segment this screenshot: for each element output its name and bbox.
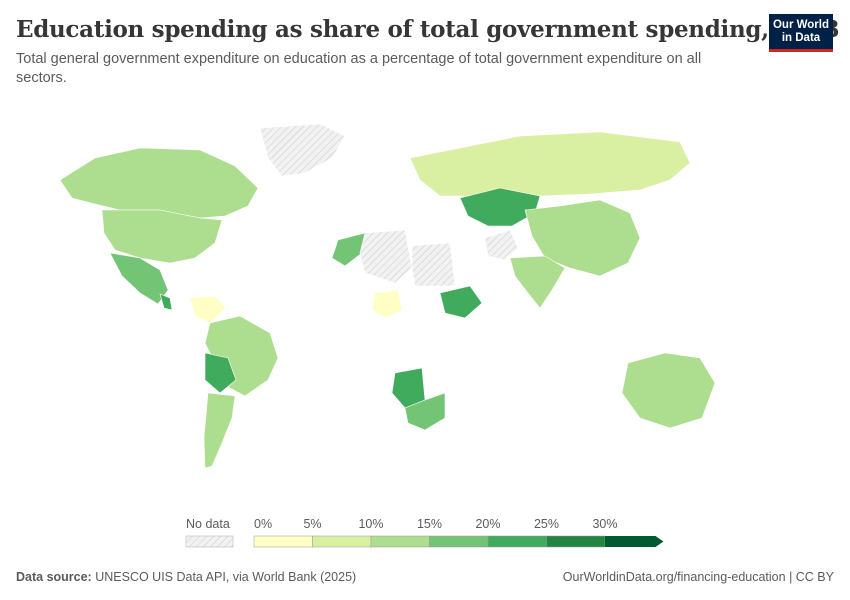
- region-libya[interactable]: Libya: [411, 242, 456, 287]
- region-canada[interactable]: Canada: 11%: [59, 147, 259, 219]
- region-united-states[interactable]: United States: 12%: [101, 209, 223, 264]
- legend-tick-label: 10%: [358, 517, 383, 531]
- owid-logo[interactable]: Our World in Data: [769, 14, 833, 52]
- legend-bin-1: [312, 535, 372, 548]
- region-south-africa[interactable]: South Africa: 18%: [404, 392, 446, 431]
- chart-subtitle: Total general government expenditure on …: [16, 51, 702, 86]
- legend-tick-label: 15%: [417, 517, 442, 531]
- region-kazakhstan[interactable]: Kazakhstan: 21%: [459, 187, 541, 227]
- region-morocco[interactable]: Morocco: 19%: [331, 232, 366, 267]
- legend-tick-label: 25%: [534, 517, 559, 531]
- legend-bin-4: [487, 535, 547, 548]
- logo-line-1: Our World: [772, 19, 829, 31]
- region-argentina[interactable]: Argentina: 12%: [203, 392, 236, 469]
- legend-tick-label: 20%: [475, 517, 500, 531]
- region-australia[interactable]: Australia: 12%: [621, 352, 716, 429]
- legend-bin-6: [605, 536, 664, 547]
- legend-bin-3: [429, 535, 489, 548]
- legend-bin-0: [253, 535, 313, 548]
- region-afghanistan[interactable]: Afghanistan: [484, 229, 519, 261]
- data-source-label: Data source:: [16, 570, 92, 584]
- logo-line-2: in Data: [781, 32, 821, 44]
- legend-bin-5: [546, 535, 606, 548]
- region-venezuela[interactable]: Venezuela: 3%: [189, 295, 227, 324]
- data-source: Data source: UNESCO UIS Data API, via Wo…: [16, 570, 356, 584]
- region-bolivia[interactable]: Bolivia: 21%: [204, 352, 237, 394]
- region-algeria[interactable]: Algeria: [359, 229, 413, 284]
- legend-tick-label: 5%: [303, 517, 321, 531]
- region-costa-rica[interactable]: Costa Rica: 22%: [159, 293, 173, 311]
- legend-no-data-swatch: [185, 535, 234, 548]
- region-ethiopia[interactable]: Ethiopia: 21%: [439, 285, 483, 319]
- legend-no-data-label: No data: [186, 517, 230, 531]
- region-india[interactable]: India: 14%: [509, 255, 566, 309]
- legend-tick-label: 0%: [254, 517, 272, 531]
- legend-tick-label: 30%: [592, 517, 617, 531]
- source-link[interactable]: OurWorldinData.org/financing-education |…: [562, 570, 834, 584]
- data-source-text: UNESCO UIS Data API, via World Bank (202…: [95, 570, 357, 584]
- world-map[interactable]: Canada: 11%United States: 12%GreenlandMe…: [0, 118, 850, 513]
- region-greenland[interactable]: Greenland: [259, 123, 346, 177]
- legend-bin-2: [370, 535, 430, 548]
- region-nigeria[interactable]: Nigeria: 4%: [371, 289, 403, 319]
- chart-title: Education spending as share of total gov…: [16, 16, 840, 43]
- region-china[interactable]: China: 11%: [524, 199, 641, 277]
- region-russia[interactable]: Russia: 9%: [409, 131, 691, 197]
